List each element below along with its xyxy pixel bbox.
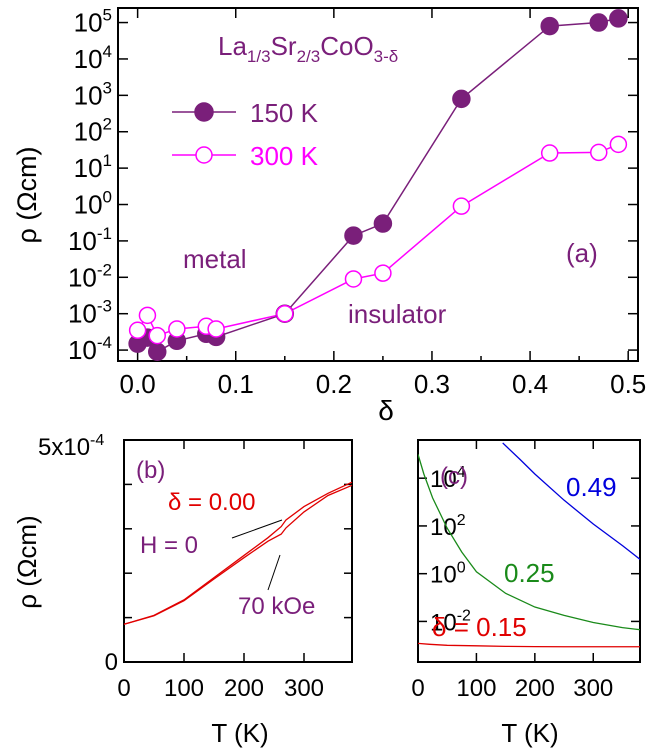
panel-a-x-tick-label: 0.5 [610, 369, 646, 399]
panel-a: 0.0 0.1 0.2 0.3 0.4 0.5 10-410-310-210-110010… [12, 6, 646, 426]
panel-c-y-tick-label: 100 [430, 560, 466, 589]
panel-a-y-tick-label: 10-4 [68, 333, 112, 365]
panel-c-series [418, 442, 640, 648]
panel-a-x-tick-label: 0.0 [120, 369, 156, 399]
panel-a-data-point [540, 144, 559, 162]
panel-a-x-axis-label: δ [378, 395, 394, 426]
panel-a-x-tick-label: 0.1 [218, 369, 254, 399]
panel-b-x-tick-label: 0 [117, 675, 130, 702]
panel-c-y-tick-label: 104 [430, 464, 466, 493]
annotation-metal: metal [183, 244, 247, 274]
legend-300k-label: 300 K [250, 141, 319, 171]
panel-c-x-tick-label: 300 [573, 675, 613, 702]
panel-c-x-tick-label: 100 [456, 675, 496, 702]
panel-a-formula: La1/3Sr2/3CoO3-δ [218, 31, 398, 66]
panel-a-y-tick-label: 10-2 [68, 260, 112, 292]
panel-a-data-point [373, 214, 393, 233]
panel-a-x-tick-label: 0.2 [316, 369, 352, 399]
panel-a-data-point [344, 270, 363, 288]
panel-a-data-point [590, 143, 608, 162]
panel-a-legend: 150 K 300 K [172, 98, 319, 171]
panel-b-y-axis-label: ρ (Ωcm) [12, 515, 42, 608]
panel-a-y-tick-label: 10-1 [68, 224, 112, 256]
legend-300k-marker [195, 146, 213, 164]
panel-a-data-point [168, 320, 186, 338]
annotation-h0: H = 0 [140, 532, 198, 559]
panel-c-series-line-0 [418, 642, 640, 648]
panel-a-data-point [452, 197, 471, 215]
annotation-delta-015: δ = 0.15 [432, 612, 527, 642]
panel-a-y-tick-label: 100 [74, 188, 112, 220]
panel-a-label: (a) [566, 238, 598, 268]
panel-b-y-tick-top: 5x10-4 [38, 432, 104, 461]
panel-c-x-axis-label: T (K) [501, 718, 558, 748]
panel-a-data-point [609, 135, 628, 154]
panel-c-x-ticks: 0 100 200 300 [411, 440, 613, 702]
panel-c-label: (c) [440, 463, 468, 490]
annotation-delta-049: 0.49 [566, 472, 617, 502]
panel-b-series-line-1 [123, 484, 353, 625]
panel-c-y-tick-label: 10-2 [430, 607, 471, 636]
panel-a-data-point [609, 9, 628, 28]
panel-b-x-tick-label: 100 [164, 675, 204, 702]
panel-b-label: (b) [136, 457, 165, 484]
panel-a-data-point [374, 264, 392, 282]
panel-a-y-tick-label: 102 [74, 115, 112, 147]
panel-a-frame [117, 7, 639, 362]
panel-a-y-tick-label: 103 [74, 78, 112, 110]
panel-c-x-tick-label: 200 [515, 675, 555, 702]
panel-a-y-ticks: 10-4 10-3 10-2 10-1 100 101 102 103 104 105 [68, 6, 638, 365]
panel-b-frame [123, 439, 353, 663]
panel-a-y-axis-label: ρ (Ωcm) [12, 146, 42, 243]
panel-a-data-point [540, 16, 559, 36]
annotation-delta-025: 0.25 [504, 558, 555, 588]
panel-a-y-tick-label: 10-3 [68, 297, 112, 329]
panel-c-frame [417, 439, 641, 663]
panel-b-x-tick-label: 300 [284, 675, 324, 702]
panel-a-x-tick-label: 0.4 [512, 369, 548, 399]
legend-150k-marker [194, 102, 214, 122]
pointer-70koe [267, 554, 281, 591]
panel-a-data-point [138, 306, 157, 325]
panel-a-data-point [344, 226, 363, 245]
panel-a-data-point [207, 320, 225, 338]
annotation-70koe: 70 kOe [238, 593, 315, 620]
panel-c-series-line-2 [502, 442, 640, 560]
pointer-h0 [231, 519, 283, 539]
panel-c-y-tick-label: 102 [430, 512, 466, 541]
panel-b-series [123, 481, 353, 625]
panel-a-y-tick-label: 105 [74, 6, 112, 38]
panel-a-y-tick-label: 101 [74, 151, 112, 183]
panel-b-y-tick-bottom: 0 [105, 649, 118, 676]
panel-a-data-point [128, 321, 147, 340]
panel-a-data-point [276, 304, 294, 323]
panel-a-data-point [452, 89, 471, 109]
annotation-insulator: insulator [348, 299, 447, 329]
panel-b: 0 100 200 300 5x10-4 0 (b) δ = 0.00 H = 0 7… [12, 432, 353, 748]
panel-a-x-ticks: 0.0 0.1 0.2 0.3 0.4 0.5 [120, 8, 646, 399]
panel-b-series-line-0 [123, 481, 353, 625]
annotation-delta-000: δ = 0.00 [168, 489, 255, 516]
panel-c-x-tick-label: 0 [411, 675, 424, 702]
panel-a-data-point [147, 342, 167, 361]
panel-a-data-point [589, 13, 609, 32]
panel-b-x-ticks: 0 100 200 300 [117, 440, 324, 702]
panel-b-y-ticks [124, 439, 352, 663]
panel-a-data-point [148, 326, 166, 345]
panel-c-series-line-1 [418, 454, 640, 631]
panel-a-series [128, 9, 628, 361]
panel-c: 0 100 200 300 10-2 100 102 104 (c) 0.49 0.25 δ… [411, 439, 641, 748]
panel-b-x-axis-label: T (K) [211, 718, 268, 748]
panel-c-y-ticks: 10-2 100 102 104 [418, 464, 640, 636]
panel-a-x-tick-label: 0.3 [414, 369, 450, 399]
legend-150k-label: 150 K [250, 98, 319, 128]
panel-b-x-tick-label: 200 [224, 675, 264, 702]
panel-a-y-tick-label: 104 [74, 42, 112, 74]
